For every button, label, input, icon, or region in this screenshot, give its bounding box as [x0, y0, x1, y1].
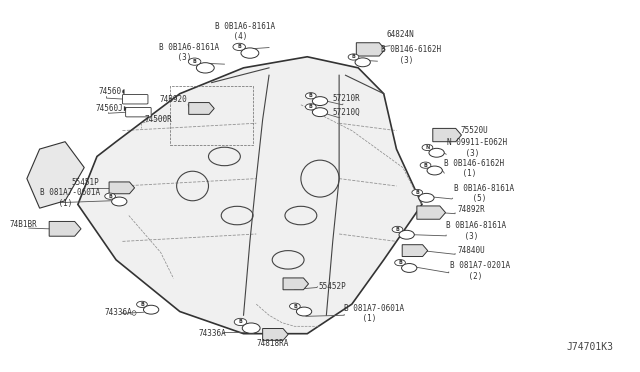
Circle shape [296, 307, 312, 316]
Text: B: B [415, 190, 419, 195]
Text: N: N [426, 145, 429, 150]
Text: B: B [398, 260, 402, 265]
Circle shape [348, 54, 359, 60]
Text: B 0B1A6-8161A
    (5): B 0B1A6-8161A (5) [454, 184, 514, 203]
Text: 55451P: 55451P [72, 178, 99, 187]
Text: J74701K3: J74701K3 [566, 342, 613, 352]
Circle shape [395, 260, 405, 266]
Text: 74500R: 74500R [145, 115, 173, 124]
Text: 74336A○: 74336A○ [104, 307, 137, 316]
Circle shape [111, 197, 127, 206]
Text: B 0B1A6-8161A
    (3): B 0B1A6-8161A (3) [446, 221, 506, 241]
Circle shape [105, 193, 115, 199]
Circle shape [196, 62, 214, 73]
Text: 55452P: 55452P [319, 282, 346, 291]
Circle shape [234, 318, 246, 326]
Text: N 09911-E062H
    (3): N 09911-E062H (3) [447, 138, 508, 158]
Text: 74560J◗: 74560J◗ [95, 104, 127, 113]
FancyBboxPatch shape [122, 94, 148, 104]
Circle shape [420, 162, 431, 168]
Text: 57210Q: 57210Q [333, 108, 360, 118]
Text: B: B [396, 227, 399, 232]
Text: B 0B146-6162H
    (3): B 0B146-6162H (3) [381, 45, 441, 65]
Circle shape [233, 43, 246, 51]
Text: B: B [193, 59, 196, 64]
Text: B: B [351, 54, 355, 60]
Text: 74840U: 74840U [457, 246, 484, 255]
Text: 57210R: 57210R [333, 94, 360, 103]
Text: 74B1BR: 74B1BR [9, 220, 36, 229]
Text: B: B [293, 304, 297, 309]
Circle shape [429, 148, 444, 157]
Text: B 081A7-0601A
    (1): B 081A7-0601A (1) [344, 304, 404, 323]
Circle shape [422, 144, 433, 151]
Circle shape [412, 189, 422, 196]
Polygon shape [109, 182, 134, 194]
Polygon shape [402, 245, 428, 257]
Circle shape [392, 226, 403, 232]
Text: 75520U: 75520U [460, 126, 488, 135]
Circle shape [243, 323, 260, 333]
Polygon shape [27, 142, 84, 208]
Circle shape [305, 93, 316, 99]
Text: B: B [424, 163, 428, 168]
Circle shape [289, 303, 300, 310]
Text: B 0B1A6-8161A
    (4): B 0B1A6-8161A (4) [216, 22, 276, 41]
Circle shape [136, 301, 147, 308]
Polygon shape [356, 43, 385, 56]
FancyBboxPatch shape [125, 108, 151, 117]
Text: 74336A: 74336A [199, 329, 227, 338]
Text: B 081A7-0201A
    (2): B 081A7-0201A (2) [450, 261, 510, 280]
Text: B: B [309, 104, 313, 109]
Text: 64824N: 64824N [387, 30, 415, 39]
Polygon shape [283, 278, 308, 290]
Text: B: B [309, 93, 313, 98]
Text: B: B [237, 44, 241, 49]
Polygon shape [433, 128, 461, 142]
Text: B: B [108, 194, 112, 199]
Text: 74B920: 74B920 [159, 95, 187, 104]
Circle shape [143, 305, 159, 314]
Circle shape [305, 104, 316, 110]
Circle shape [399, 230, 414, 239]
Text: B 081A7-0601A
    (1): B 081A7-0601A (1) [40, 188, 100, 208]
Circle shape [419, 193, 434, 202]
Circle shape [401, 263, 417, 272]
Text: 74892R: 74892R [457, 205, 484, 215]
Text: 74560◖: 74560◖ [99, 87, 126, 96]
Polygon shape [417, 206, 445, 219]
Polygon shape [189, 103, 214, 114]
Polygon shape [49, 221, 81, 236]
Circle shape [427, 166, 442, 175]
Text: B: B [140, 302, 144, 307]
Text: B: B [239, 320, 243, 324]
Circle shape [188, 58, 201, 65]
Circle shape [241, 48, 259, 58]
Text: B 0B146-6162H
    (1): B 0B146-6162H (1) [444, 158, 504, 178]
Text: 74818RA: 74818RA [256, 339, 289, 348]
Circle shape [312, 97, 328, 106]
Polygon shape [78, 57, 422, 334]
Circle shape [355, 58, 371, 67]
Polygon shape [262, 328, 288, 340]
Text: B 0B1A6-8161A
    (3): B 0B1A6-8161A (3) [159, 43, 220, 62]
Circle shape [312, 108, 328, 116]
